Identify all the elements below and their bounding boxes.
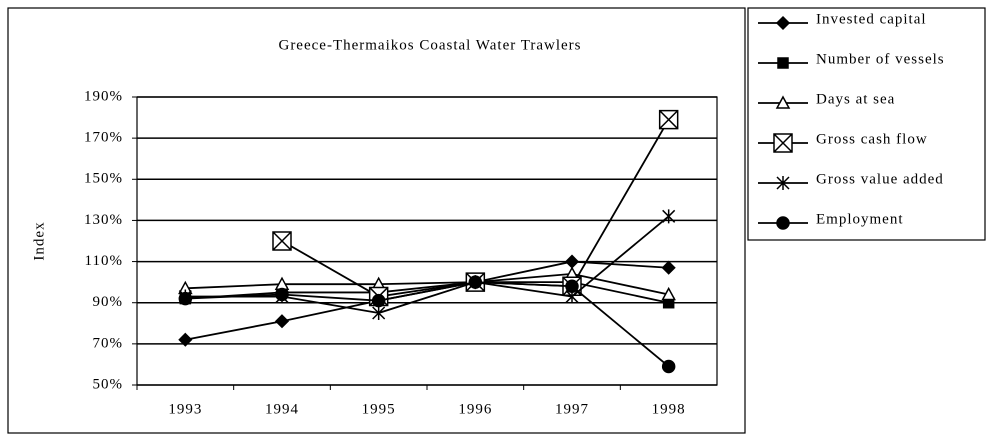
series-line (185, 281, 670, 368)
y-tick-label: 90% (93, 294, 124, 310)
legend-marker (775, 95, 791, 109)
x-tick-label: 1995 (362, 401, 396, 417)
marker (564, 254, 580, 269)
y-tick-label: 70% (93, 335, 124, 351)
plot-frame (136, 96, 718, 386)
marker (274, 314, 290, 329)
legend-marker (776, 216, 790, 230)
marker (565, 279, 579, 294)
marker (178, 291, 193, 306)
y-tick-label: 150% (84, 171, 123, 187)
chart-title: Greece-Thermaikos Coastal Water Trawlers (278, 37, 581, 53)
legend-marker (777, 57, 789, 69)
legend-label: Gross cash flow (816, 131, 928, 147)
x-tick-label: 1998 (652, 401, 686, 417)
marker (371, 293, 386, 308)
legend-label: Gross value added (816, 171, 944, 187)
series-line (281, 119, 670, 298)
marker (272, 231, 292, 251)
y-tick-label: 130% (84, 212, 123, 228)
marker (661, 286, 676, 301)
legend-marker (775, 15, 791, 31)
series-line (185, 215, 670, 314)
marker (662, 209, 676, 224)
x-tick-label: 1994 (265, 401, 299, 417)
marker (658, 109, 679, 130)
x-tick-label: 1993 (168, 401, 202, 417)
legend-label: Employment (816, 211, 904, 227)
legend-marker (776, 176, 790, 190)
legend-label: Invested capital (816, 11, 927, 27)
y-tick-label: 170% (84, 130, 123, 146)
legend-label: Days at sea (816, 91, 895, 107)
marker (178, 332, 193, 347)
series-line (185, 281, 669, 304)
series-line (185, 260, 669, 341)
series-line (185, 273, 669, 296)
marker (275, 287, 289, 302)
y-tick-label: 190% (84, 88, 123, 104)
legend-frame (747, 7, 986, 241)
marker (468, 275, 483, 289)
x-tick-label: 1996 (458, 401, 492, 417)
y-tick-label: 50% (93, 376, 124, 392)
x-tick-label: 1997 (555, 401, 589, 417)
marker (661, 359, 676, 374)
y-tick-label: 110% (85, 253, 123, 269)
legend-marker (773, 133, 793, 153)
legend-label: Number of vessels (816, 51, 945, 67)
chart-frame (7, 7, 746, 434)
marker (661, 260, 676, 275)
marker (372, 306, 386, 320)
y-axis-label: Index (31, 221, 47, 260)
